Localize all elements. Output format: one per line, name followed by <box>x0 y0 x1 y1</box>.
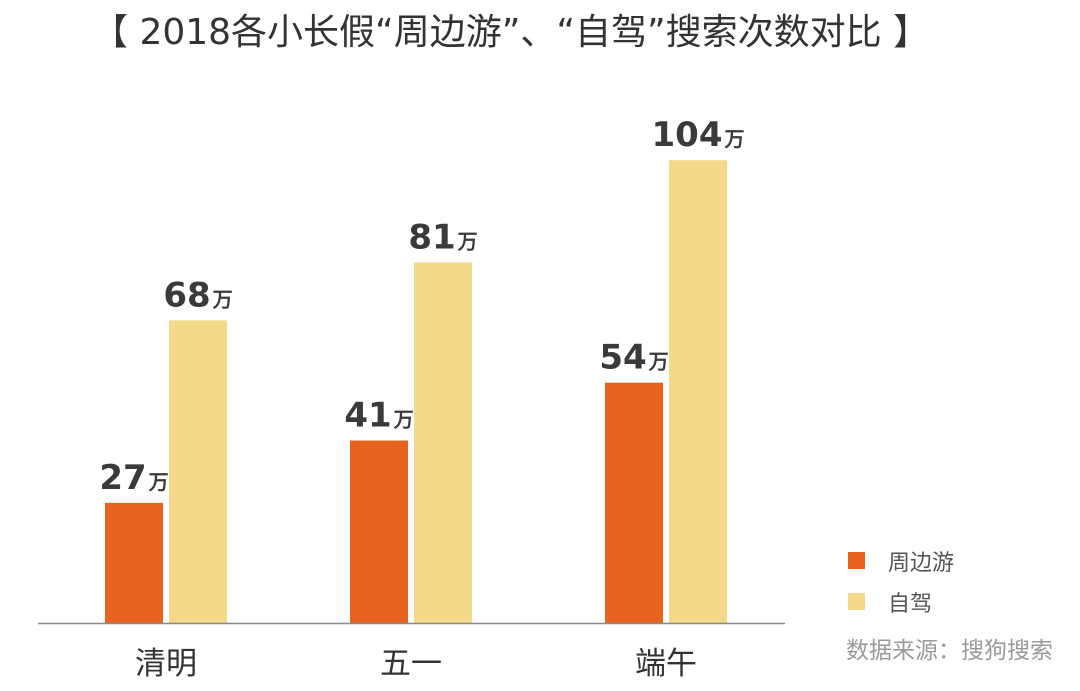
value-label-qingming-zhoubianyou: 27 万 <box>99 458 168 498</box>
bar-qingming-zijia <box>169 320 227 623</box>
category-label-wuyi: 五一 <box>380 646 442 682</box>
bar-duanwu-zijia <box>669 160 727 623</box>
category-labels-group: 清明 五一 端午 <box>135 646 697 682</box>
category-label-qingming: 清明 <box>135 646 197 682</box>
legend-label-zijia: 自驾 <box>888 592 932 617</box>
value-label-duanwu-zijia: 104 万 <box>652 115 745 155</box>
bar-wuyi-zijia <box>414 262 472 623</box>
value-label-qingming-zijia: 68 万 <box>163 275 232 315</box>
bars-group <box>105 160 727 623</box>
value-label-duanwu-zhoubianyou: 54 万 <box>599 338 668 378</box>
bar-qingming-zhoubianyou <box>105 502 163 623</box>
legend-swatch-zhoubianyou <box>848 552 865 569</box>
value-label-wuyi-zijia: 81 万 <box>408 218 477 258</box>
value-label-wuyi-zhoubianyou: 41 万 <box>344 396 413 436</box>
bar-duanwu-zhoubianyou <box>605 382 663 623</box>
bar-wuyi-zhoubianyou <box>350 440 408 623</box>
legend-swatch-zijia <box>848 593 865 610</box>
legend-label-zhoubianyou: 周边游 <box>888 551 954 576</box>
chart-title: 【 2018各小长假“周边游”、“自驾”搜索次数对比 】 <box>92 12 929 53</box>
category-label-duanwu: 端午 <box>635 646 697 682</box>
source-note: 数据来源：搜狗搜索 <box>846 638 1053 664</box>
value-labels-group: 27 万 68 万 41 万 81 万 54 万 104 万 <box>99 115 744 498</box>
legend: 周边游 自驾 <box>848 551 954 617</box>
